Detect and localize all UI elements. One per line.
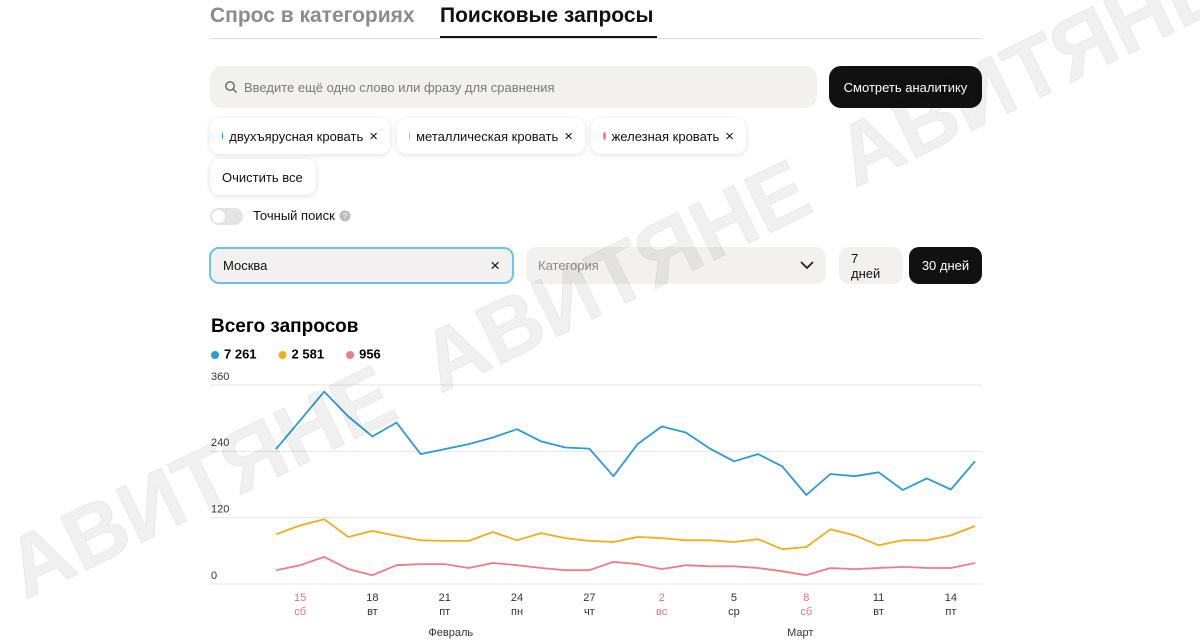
city-input[interactable]: Москва ×	[209, 247, 514, 284]
x-weekday-label: пт	[945, 606, 956, 618]
query-chip[interactable]: металлическая кровать ×	[397, 118, 585, 154]
x-weekday-label: вт	[873, 606, 884, 618]
chevron-icon	[800, 261, 814, 270]
month-label: Март	[787, 627, 813, 639]
help-icon[interactable]: ?	[339, 210, 351, 222]
query-chip[interactable]: двухъярусная кровать ×	[210, 118, 390, 154]
category-placeholder: Категория	[538, 258, 599, 273]
x-tick-label: 2	[659, 592, 665, 604]
chip-label: двухъярусная кровать	[229, 128, 364, 144]
search-placeholder: Введите ещё одно слово или фразу для сра…	[244, 79, 555, 95]
month-label: Февраль	[428, 627, 473, 639]
x-tick-label: 18	[366, 592, 378, 604]
chip-label: железная кровать	[611, 128, 720, 144]
svg-text:?: ?	[343, 212, 348, 221]
chip-dot	[222, 132, 224, 140]
y-tick-label: 0	[211, 570, 217, 582]
x-weekday-label: пн	[511, 606, 523, 618]
x-tick-label: 15	[294, 592, 306, 604]
x-weekday-label: вт	[367, 606, 378, 618]
tab[interactable]: Спрос в категориях	[210, 4, 415, 27]
tab-divider	[210, 38, 982, 39]
chip-label: металлическая кровать	[416, 128, 559, 144]
analytics-button[interactable]: Смотреть аналитику	[829, 66, 982, 108]
x-tick-label: 8	[803, 592, 809, 604]
exact-search-toggle[interactable]	[210, 208, 243, 225]
x-tick-label: 21	[439, 592, 451, 604]
chip-remove[interactable]: ×	[369, 127, 378, 145]
x-weekday-label: чт	[584, 606, 595, 618]
city-value: Москва	[223, 258, 268, 273]
chip-remove[interactable]: ×	[564, 127, 573, 145]
tab-underline	[440, 36, 657, 38]
series-line	[275, 390, 976, 496]
chip-dot	[603, 132, 606, 140]
clear-icon[interactable]: ×	[490, 255, 500, 275]
legend-dot	[211, 351, 219, 359]
x-weekday-label: пт	[439, 606, 450, 618]
period-button[interactable]: 7 дней	[839, 247, 903, 284]
legend-total: 2 581	[292, 346, 325, 361]
tab-active[interactable]: Поисковые запросы	[440, 4, 654, 27]
x-weekday-label: сб	[800, 606, 812, 618]
legend-dot	[346, 351, 355, 359]
y-tick-label: 360	[211, 371, 229, 383]
legend-dot	[278, 351, 287, 359]
chip-dot	[409, 132, 411, 140]
y-tick-label: 120	[211, 504, 229, 516]
legend-total: 7 261	[224, 346, 257, 361]
clear-all-button[interactable]: Очистить все	[210, 159, 316, 195]
query-chip[interactable]: железная кровать ×	[591, 118, 746, 154]
search-icon	[225, 81, 237, 93]
chip-remove[interactable]: ×	[725, 127, 734, 145]
x-weekday-label: вс	[656, 606, 668, 618]
y-tick-label: 240	[211, 437, 229, 449]
x-tick-label: 27	[583, 592, 595, 604]
legend-total: 956	[359, 346, 381, 361]
exact-search-label: Точный поиск	[253, 208, 335, 223]
series-line	[275, 518, 976, 551]
search-input[interactable]: Введите ещё одно слово или фразу для сра…	[210, 66, 817, 108]
x-weekday-label: сб	[294, 606, 306, 618]
series-line	[275, 556, 976, 577]
category-select[interactable]: Категория	[526, 247, 826, 284]
x-tick-label: 11	[873, 592, 884, 604]
x-tick-label: 14	[945, 592, 957, 604]
x-tick-label: 5	[731, 592, 737, 604]
x-weekday-label: ср	[728, 606, 740, 618]
chart-title: Всего запросов	[211, 316, 358, 337]
period-button-active[interactable]: 30 дней	[909, 247, 982, 284]
x-tick-label: 24	[511, 592, 523, 604]
